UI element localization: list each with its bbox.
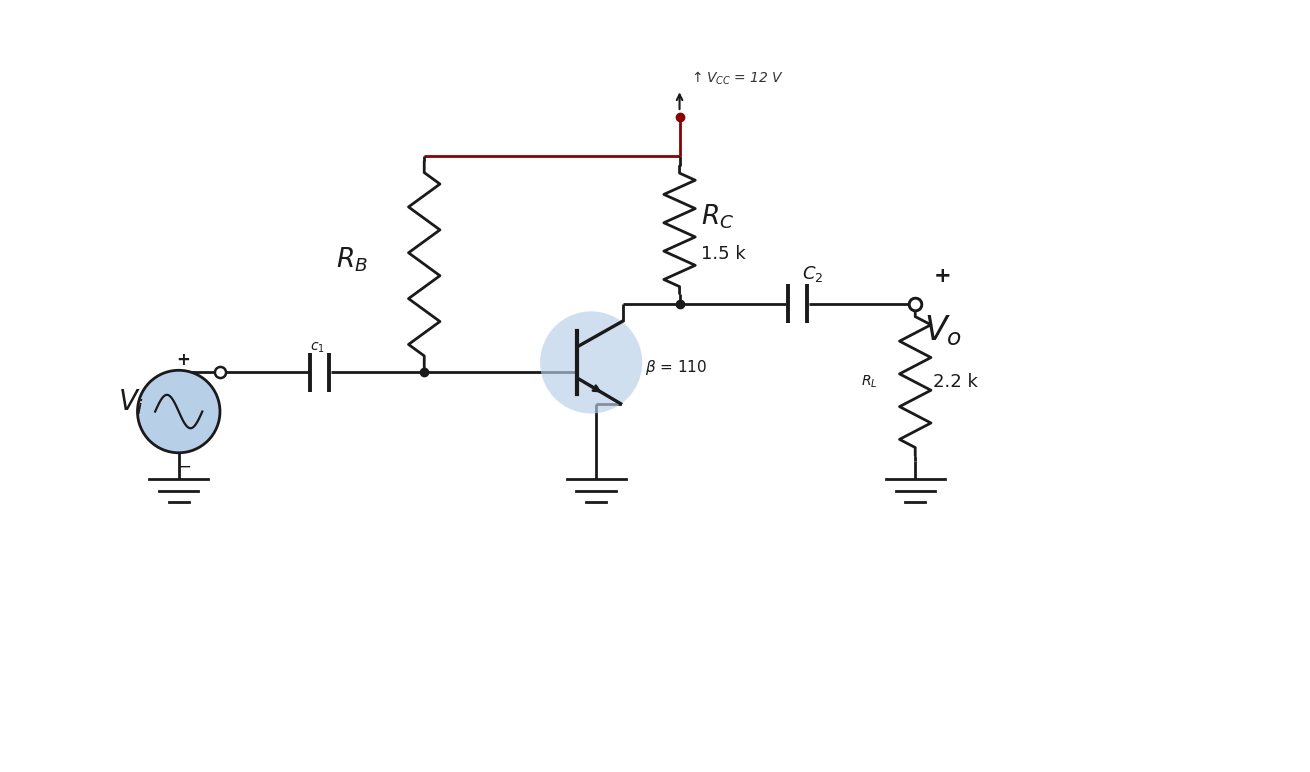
Text: $c_1$: $c_1$ — [310, 340, 325, 354]
Text: +: + — [934, 266, 951, 286]
Circle shape — [540, 311, 642, 414]
Text: $-$: $-$ — [177, 456, 191, 475]
Text: $R_L$: $R_L$ — [861, 374, 878, 391]
Text: $C_2$: $C_2$ — [802, 264, 824, 284]
Text: 1.5 k: 1.5 k — [701, 245, 745, 263]
Text: $R_B$: $R_B$ — [335, 245, 368, 273]
Text: $R_C$: $R_C$ — [701, 203, 735, 232]
Text: $\uparrow V_{CC}$ = 12 V: $\uparrow V_{CC}$ = 12 V — [689, 70, 785, 87]
Text: 2.2 k: 2.2 k — [933, 373, 977, 391]
Text: $V_o$: $V_o$ — [924, 313, 962, 348]
Text: $\beta$ = 110: $\beta$ = 110 — [646, 358, 707, 377]
Circle shape — [138, 371, 220, 452]
Text: +: + — [177, 351, 190, 370]
Text: $V_i$: $V_i$ — [118, 387, 144, 417]
